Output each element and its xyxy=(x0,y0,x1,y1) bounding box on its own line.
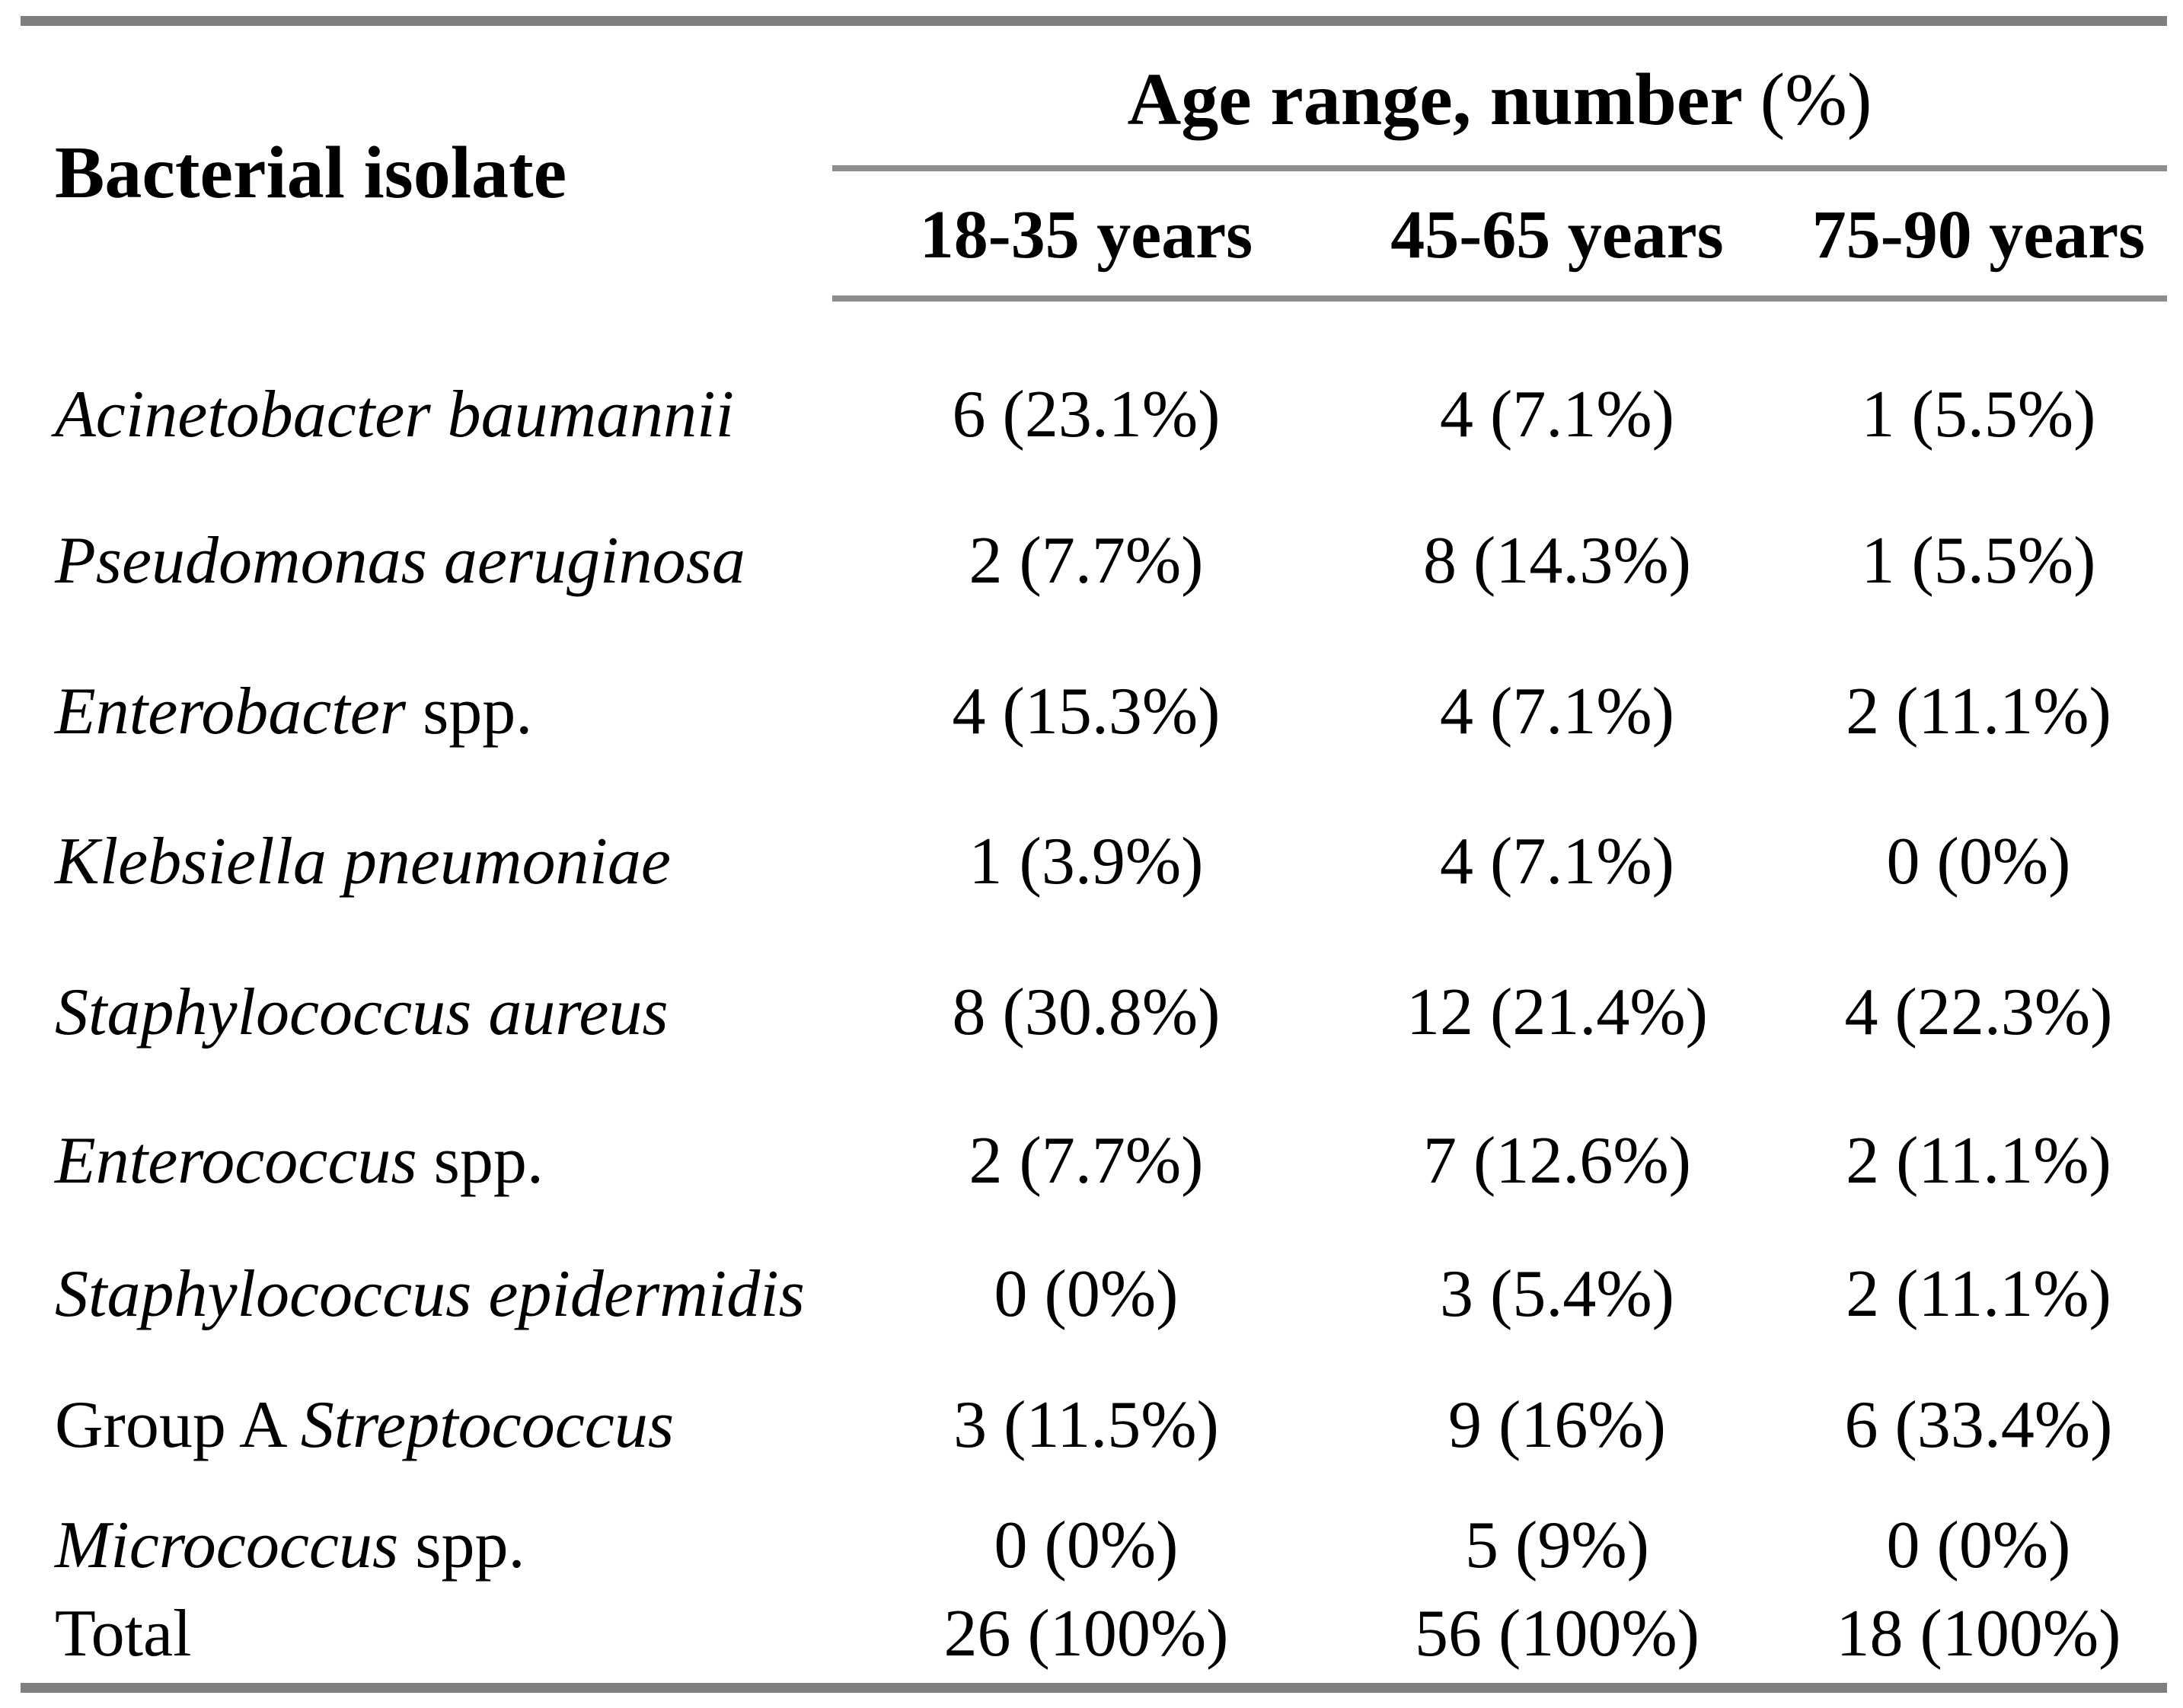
cell-value: 8 (30.8%) xyxy=(952,975,1221,1049)
group-header-underline xyxy=(832,165,2167,171)
row-label-species: Staphylococcus epidermidis xyxy=(55,1257,805,1331)
cell-value: 3 (5.4%) xyxy=(1440,1257,1674,1331)
table-row: Group A Streptococcus 3 (11.5%) 9 (16%) … xyxy=(0,1357,2183,1494)
row-label-species: Streptococcus xyxy=(300,1388,675,1462)
row-label-prefix: Total xyxy=(55,1597,192,1671)
cell-value: 0 (0%) xyxy=(994,1257,1179,1331)
cell-value: 2 (7.7%) xyxy=(969,1124,1204,1198)
table-row: Staphylococcus epidermidis 0 (0%) 3 (5.4… xyxy=(0,1232,2183,1357)
column-header-45-65: 45-65 years xyxy=(1390,197,1724,273)
column-group-header: Age range, number (%) xyxy=(832,62,2167,137)
row-label: Pseudomonas aeruginosa xyxy=(0,528,832,595)
cell-value: 2 (11.1%) xyxy=(1846,1257,2111,1331)
row-label: Micrococcus spp. xyxy=(0,1512,832,1579)
row-label-species: Staphylococcus aureus xyxy=(55,975,669,1049)
table-body: Acinetobacter baumannii 6 (23.1%) 4 (7.1… xyxy=(0,343,2183,1671)
cell-value: 0 (0%) xyxy=(994,1508,1179,1582)
row-group-header: Bacterial isolate xyxy=(55,132,567,214)
column-group-header-text: Age range, number xyxy=(1127,59,1760,141)
row-label: Acinetobacter baumannii xyxy=(0,382,832,449)
cell-value: 0 (0%) xyxy=(1886,1508,2071,1582)
column-header-row: 18-35 years 45-65 years 75-90 years xyxy=(832,201,2183,270)
cell-value: 26 (100%) xyxy=(943,1597,1229,1671)
header-underline xyxy=(832,295,2167,302)
cell-value: 9 (16%) xyxy=(1448,1388,1666,1462)
cell-value: 4 (7.1%) xyxy=(1440,825,1674,899)
cell-value: 2 (11.1%) xyxy=(1846,1124,2111,1198)
row-label-suffix: spp. xyxy=(398,1508,525,1582)
cell-value: 18 (100%) xyxy=(1836,1597,2121,1671)
cell-value: 1 (5.5%) xyxy=(1861,524,2096,598)
table-row: Acinetobacter baumannii 6 (23.1%) 4 (7.1… xyxy=(0,343,2183,487)
cell-value: 4 (15.3%) xyxy=(952,675,1221,749)
row-label-species: Pseudomonas aeruginosa xyxy=(55,524,745,598)
cell-value: 4 (7.1%) xyxy=(1440,378,1674,452)
table-row: Pseudomonas aeruginosa 2 (7.7%) 8 (14.3%… xyxy=(0,487,2183,635)
row-label-species: Klebsiella pneumoniae xyxy=(55,825,671,899)
row-label: Total xyxy=(0,1601,832,1668)
row-label: Enterobacter spp. xyxy=(0,678,832,745)
row-label: Group A Streptococcus xyxy=(0,1392,832,1459)
row-label: Staphylococcus aureus xyxy=(0,979,832,1046)
table-row: Staphylococcus aureus 8 (30.8%) 12 (21.4… xyxy=(0,935,2183,1090)
row-label-suffix: spp. xyxy=(406,675,533,749)
cell-value: 1 (5.5%) xyxy=(1861,378,2096,452)
row-label-species: Enterobacter xyxy=(55,675,407,749)
row-label: Enterococcus spp. xyxy=(0,1128,832,1195)
column-header-18-35: 18-35 years xyxy=(919,197,1253,273)
table-row: Klebsiella pneumoniae 1 (3.9%) 4 (7.1%) … xyxy=(0,789,2183,935)
row-label-suffix: spp. xyxy=(416,1124,544,1198)
top-border-rule xyxy=(21,16,2167,26)
column-header-75-90: 75-90 years xyxy=(1811,197,2146,273)
cell-value: 8 (14.3%) xyxy=(1423,524,1691,598)
row-label: Staphylococcus epidermidis xyxy=(0,1261,832,1328)
bottom-border-rule xyxy=(21,1683,2167,1693)
table-row: Enterococcus spp. 2 (7.7%) 7 (12.6%) 2 (… xyxy=(0,1090,2183,1232)
row-label-species: Micrococcus xyxy=(55,1508,399,1582)
row-label-prefix: Group A xyxy=(55,1388,301,1462)
row-label-species: Enterococcus xyxy=(55,1124,417,1198)
cell-value: 1 (3.9%) xyxy=(969,825,1204,899)
cell-value: 6 (33.4%) xyxy=(1844,1388,2113,1462)
cell-value: 4 (7.1%) xyxy=(1440,675,1674,749)
cell-value: 6 (23.1%) xyxy=(952,378,1221,452)
cell-value: 2 (11.1%) xyxy=(1846,675,2111,749)
cell-value: 3 (11.5%) xyxy=(953,1388,1219,1462)
cell-value: 12 (21.4%) xyxy=(1406,975,1708,1049)
cell-value: 7 (12.6%) xyxy=(1423,1124,1691,1198)
cell-value: 56 (100%) xyxy=(1415,1597,1699,1671)
cell-value: 2 (7.7%) xyxy=(969,524,1204,598)
cell-value: 5 (9%) xyxy=(1465,1508,1649,1582)
table-row-total: Total 26 (100%) 56 (100%) 18 (100%) xyxy=(0,1598,2183,1671)
row-label-species: Acinetobacter baumannii xyxy=(55,378,735,452)
column-group-header-suffix: (%) xyxy=(1760,59,1872,141)
cell-value: 0 (0%) xyxy=(1886,825,2071,899)
row-label: Klebsiella pneumoniae xyxy=(0,828,832,896)
cell-value: 4 (22.3%) xyxy=(1844,975,2113,1049)
table-row: Micrococcus spp. 0 (0%) 5 (9%) 0 (0%) xyxy=(0,1494,2183,1598)
table-row: Enterobacter spp. 4 (15.3%) 4 (7.1%) 2 (… xyxy=(0,635,2183,789)
